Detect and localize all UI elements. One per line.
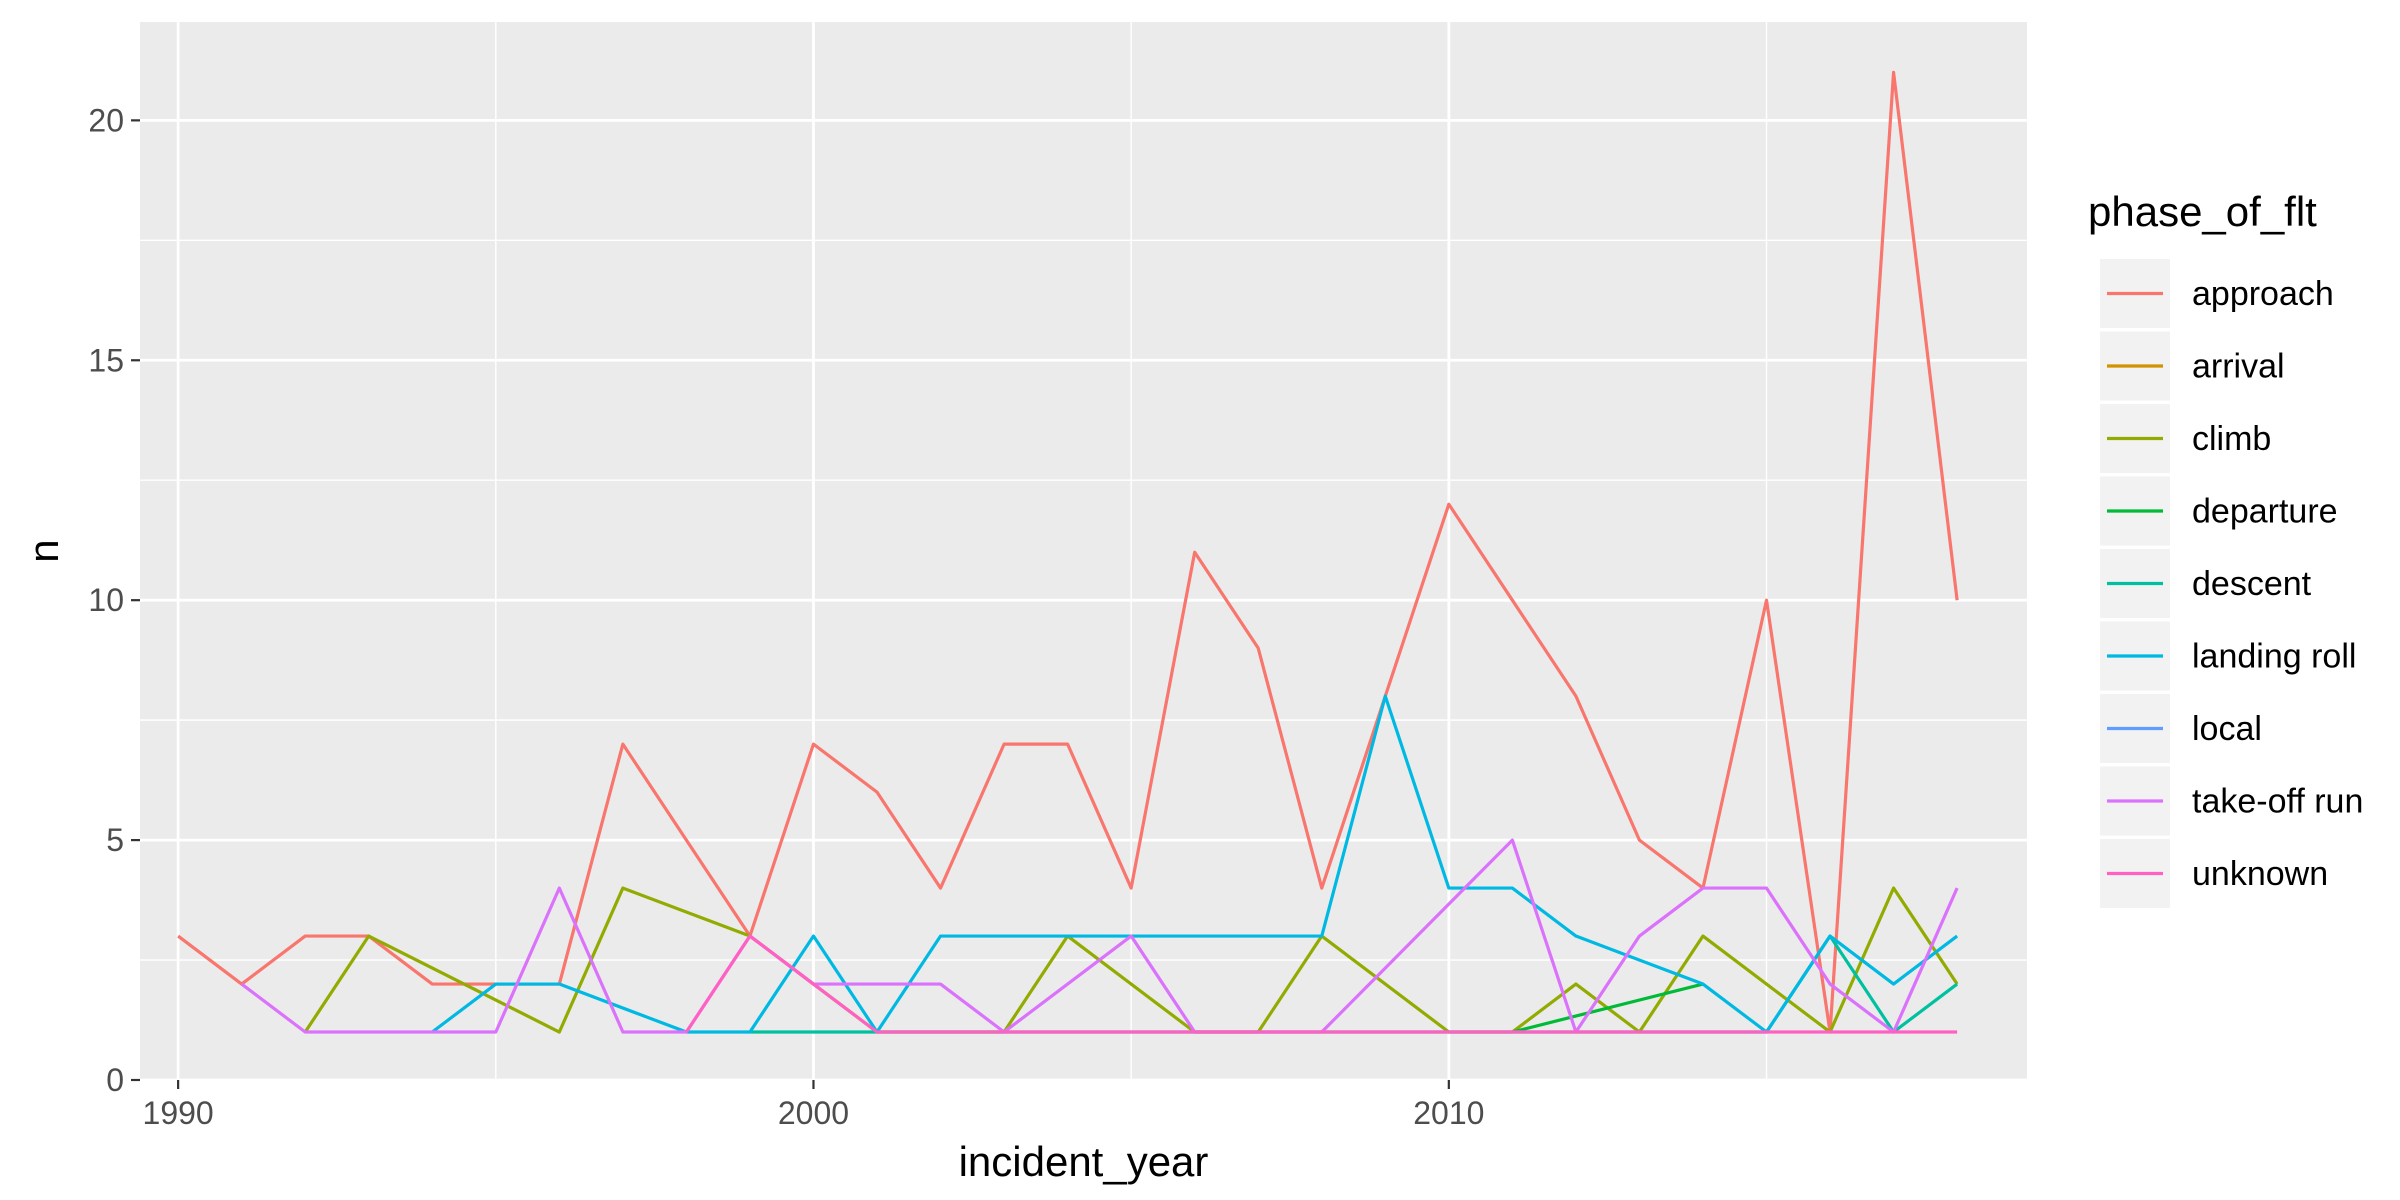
y-tick-label: 20: [88, 102, 124, 138]
y-axis-title: n: [20, 539, 67, 562]
series-line-approach: [177, 70, 1959, 1034]
series-line-departure: [1511, 982, 1704, 1034]
x-axis-title: incident_year: [959, 1138, 1209, 1185]
x-tick-label: 1990: [143, 1095, 214, 1131]
y-axis: 0 5 10 15 20: [88, 102, 140, 1098]
legend-label: approach: [2192, 275, 2334, 313]
legend-label: landing roll: [2192, 638, 2356, 676]
y-tick-label: 0: [106, 1062, 124, 1098]
x-axis: 1990 2000 2010: [143, 1080, 1484, 1131]
legend-label: unknown: [2192, 855, 2328, 893]
series-line-take-off-run: [240, 838, 1959, 1034]
y-tick-label: 5: [106, 822, 124, 858]
legend-label: climb: [2192, 420, 2271, 458]
plot-panel: [140, 22, 2027, 1080]
legend-label: take-off run: [2192, 783, 2363, 821]
series-lines: [177, 70, 1959, 1034]
y-tick-label: 10: [88, 582, 124, 618]
legend: phase_of_flt approach arrival climb departu…: [2088, 188, 2363, 908]
minor-gridlines: [140, 22, 2027, 1080]
legend-label: arrival: [2192, 348, 2285, 386]
series-line-landing-roll: [431, 694, 1959, 1034]
x-tick-label: 2010: [1413, 1095, 1484, 1131]
series-line-unknown: [685, 934, 1958, 1034]
legend-label: departure: [2192, 493, 2338, 531]
y-tick-label: 15: [88, 342, 124, 378]
legend-title: phase_of_flt: [2088, 188, 2317, 235]
x-tick-label: 2000: [778, 1095, 849, 1131]
legend-label: descent: [2192, 565, 2312, 603]
legend-label: local: [2192, 710, 2262, 748]
